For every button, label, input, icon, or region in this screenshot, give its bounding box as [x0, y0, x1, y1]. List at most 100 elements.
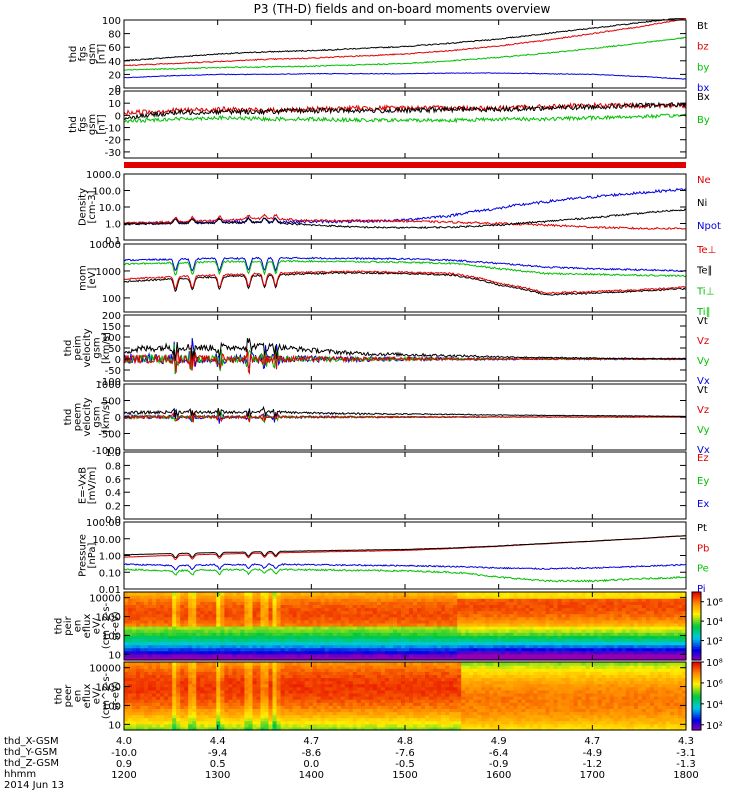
spectrogram-cell	[244, 604, 249, 609]
spectrogram-cell	[156, 668, 161, 672]
spectrogram-cell	[156, 696, 161, 700]
spectrogram-cell	[661, 595, 667, 599]
spectrogram-cell	[268, 613, 274, 618]
spectrogram-cell	[497, 632, 502, 636]
spectrogram-cell	[260, 708, 266, 713]
spectrogram-cell	[380, 595, 386, 599]
spectrogram-cell	[637, 644, 643, 649]
spectrogram-cell	[348, 601, 354, 605]
spectrogram-cell	[605, 598, 611, 602]
spectrogram-cell	[641, 635, 647, 639]
spectrogram-cell	[252, 674, 258, 679]
spectrogram-cell	[397, 720, 402, 725]
spectrogram-cell	[473, 626, 478, 630]
spectrogram-cell	[465, 610, 470, 615]
spectrogram-cell	[236, 711, 241, 716]
spectrogram-cell	[613, 601, 619, 605]
spectrogram-cell	[140, 647, 145, 652]
spectrogram-cell	[196, 616, 201, 621]
spectrogram-cell	[569, 607, 575, 612]
spectrogram-cell	[409, 677, 414, 682]
spectrogram-cell	[148, 717, 153, 722]
spectrogram-cell	[449, 595, 454, 599]
spectrogram-cell	[453, 711, 458, 716]
spectrogram-cell	[172, 622, 177, 627]
spectrogram-cell	[621, 626, 627, 630]
spectrogram-cell	[208, 601, 213, 605]
spectrogram-cell	[272, 632, 278, 636]
spectrogram-cell	[557, 616, 563, 621]
spectrogram-cell	[256, 613, 262, 618]
spectrogram-cell	[445, 656, 450, 661]
spectrogram-cell	[445, 662, 450, 666]
spectrogram-cell	[368, 592, 374, 596]
spectrogram-cell	[164, 689, 169, 694]
spectrogram-cell	[124, 622, 129, 627]
spectrogram-cell	[669, 616, 675, 621]
spectrogram-cell	[272, 677, 278, 682]
spectrogram-cell	[268, 714, 274, 719]
spectrogram-cell	[493, 641, 498, 646]
spectrogram-cell	[461, 680, 466, 685]
spectrogram-cell	[152, 689, 157, 694]
spectrogram-cell	[449, 613, 454, 618]
spectrogram-cell	[437, 720, 442, 725]
spectrogram-cell	[505, 653, 510, 658]
spectrogram-cell	[248, 613, 253, 618]
spectrogram-cell	[401, 671, 406, 675]
spectrogram-cell	[352, 598, 358, 602]
spectrogram-cell	[625, 610, 631, 615]
spectrogram-cell	[136, 656, 141, 661]
spectrogram-cell	[280, 622, 286, 627]
spectrogram-cell	[304, 616, 310, 621]
spectrogram-cell	[360, 723, 366, 728]
spectrogram-cell	[292, 683, 298, 688]
spectrogram-cell	[561, 644, 567, 649]
spectrogram-cell	[509, 626, 514, 630]
spectrogram-cell	[196, 680, 201, 685]
spectrogram-cell	[328, 699, 334, 703]
spectrogram-cell	[617, 616, 623, 621]
spectrogram-cell	[200, 689, 205, 694]
spectrogram-cell	[176, 708, 181, 713]
spectrogram-cell	[316, 622, 322, 627]
spectrogram-cell	[417, 647, 422, 652]
spectrogram-cell	[461, 647, 466, 652]
spectrogram-cell	[393, 689, 398, 694]
spectrogram-cell	[613, 613, 619, 618]
spectrogram-cell	[192, 705, 197, 709]
spectrogram-cell	[501, 656, 506, 661]
spectrogram-cell	[645, 619, 651, 624]
spectrogram-cell	[577, 616, 583, 621]
spectrogram-cell	[601, 632, 607, 636]
spectrogram-cell	[160, 592, 165, 596]
spectrogram-cell	[168, 714, 173, 719]
spectrogram-cell	[288, 696, 294, 700]
colorbar-step	[692, 605, 701, 609]
spectrogram-cell	[388, 653, 394, 658]
spectrogram-cell	[240, 671, 245, 675]
spectrogram-cell	[324, 592, 330, 596]
spectrogram-cell	[589, 613, 595, 618]
spectrogram-cell	[573, 610, 579, 615]
spectrogram-cell	[605, 607, 611, 612]
spectrogram-cell	[140, 629, 145, 633]
spectrogram-cell	[212, 598, 217, 602]
spectrogram-cell	[136, 671, 141, 675]
spectrogram-cell	[232, 711, 237, 716]
spectrogram-cell	[625, 656, 631, 661]
spectrogram-cell	[184, 647, 189, 652]
spectrogram-cell	[674, 638, 679, 643]
spectrogram-cell	[413, 692, 418, 697]
spectrogram-cell	[457, 629, 462, 633]
spectrogram-cell	[188, 665, 193, 669]
spectrogram-cell	[481, 632, 486, 636]
spectrogram-cell	[360, 644, 366, 649]
spectrogram-cell	[573, 604, 579, 609]
spectrogram-cell	[284, 668, 290, 672]
spectrogram-cell	[336, 656, 342, 661]
spectrogram-cell	[441, 629, 446, 633]
spectrogram-cell	[645, 638, 651, 643]
spectrogram-cell	[501, 626, 506, 630]
spectrogram-cell	[328, 635, 334, 639]
